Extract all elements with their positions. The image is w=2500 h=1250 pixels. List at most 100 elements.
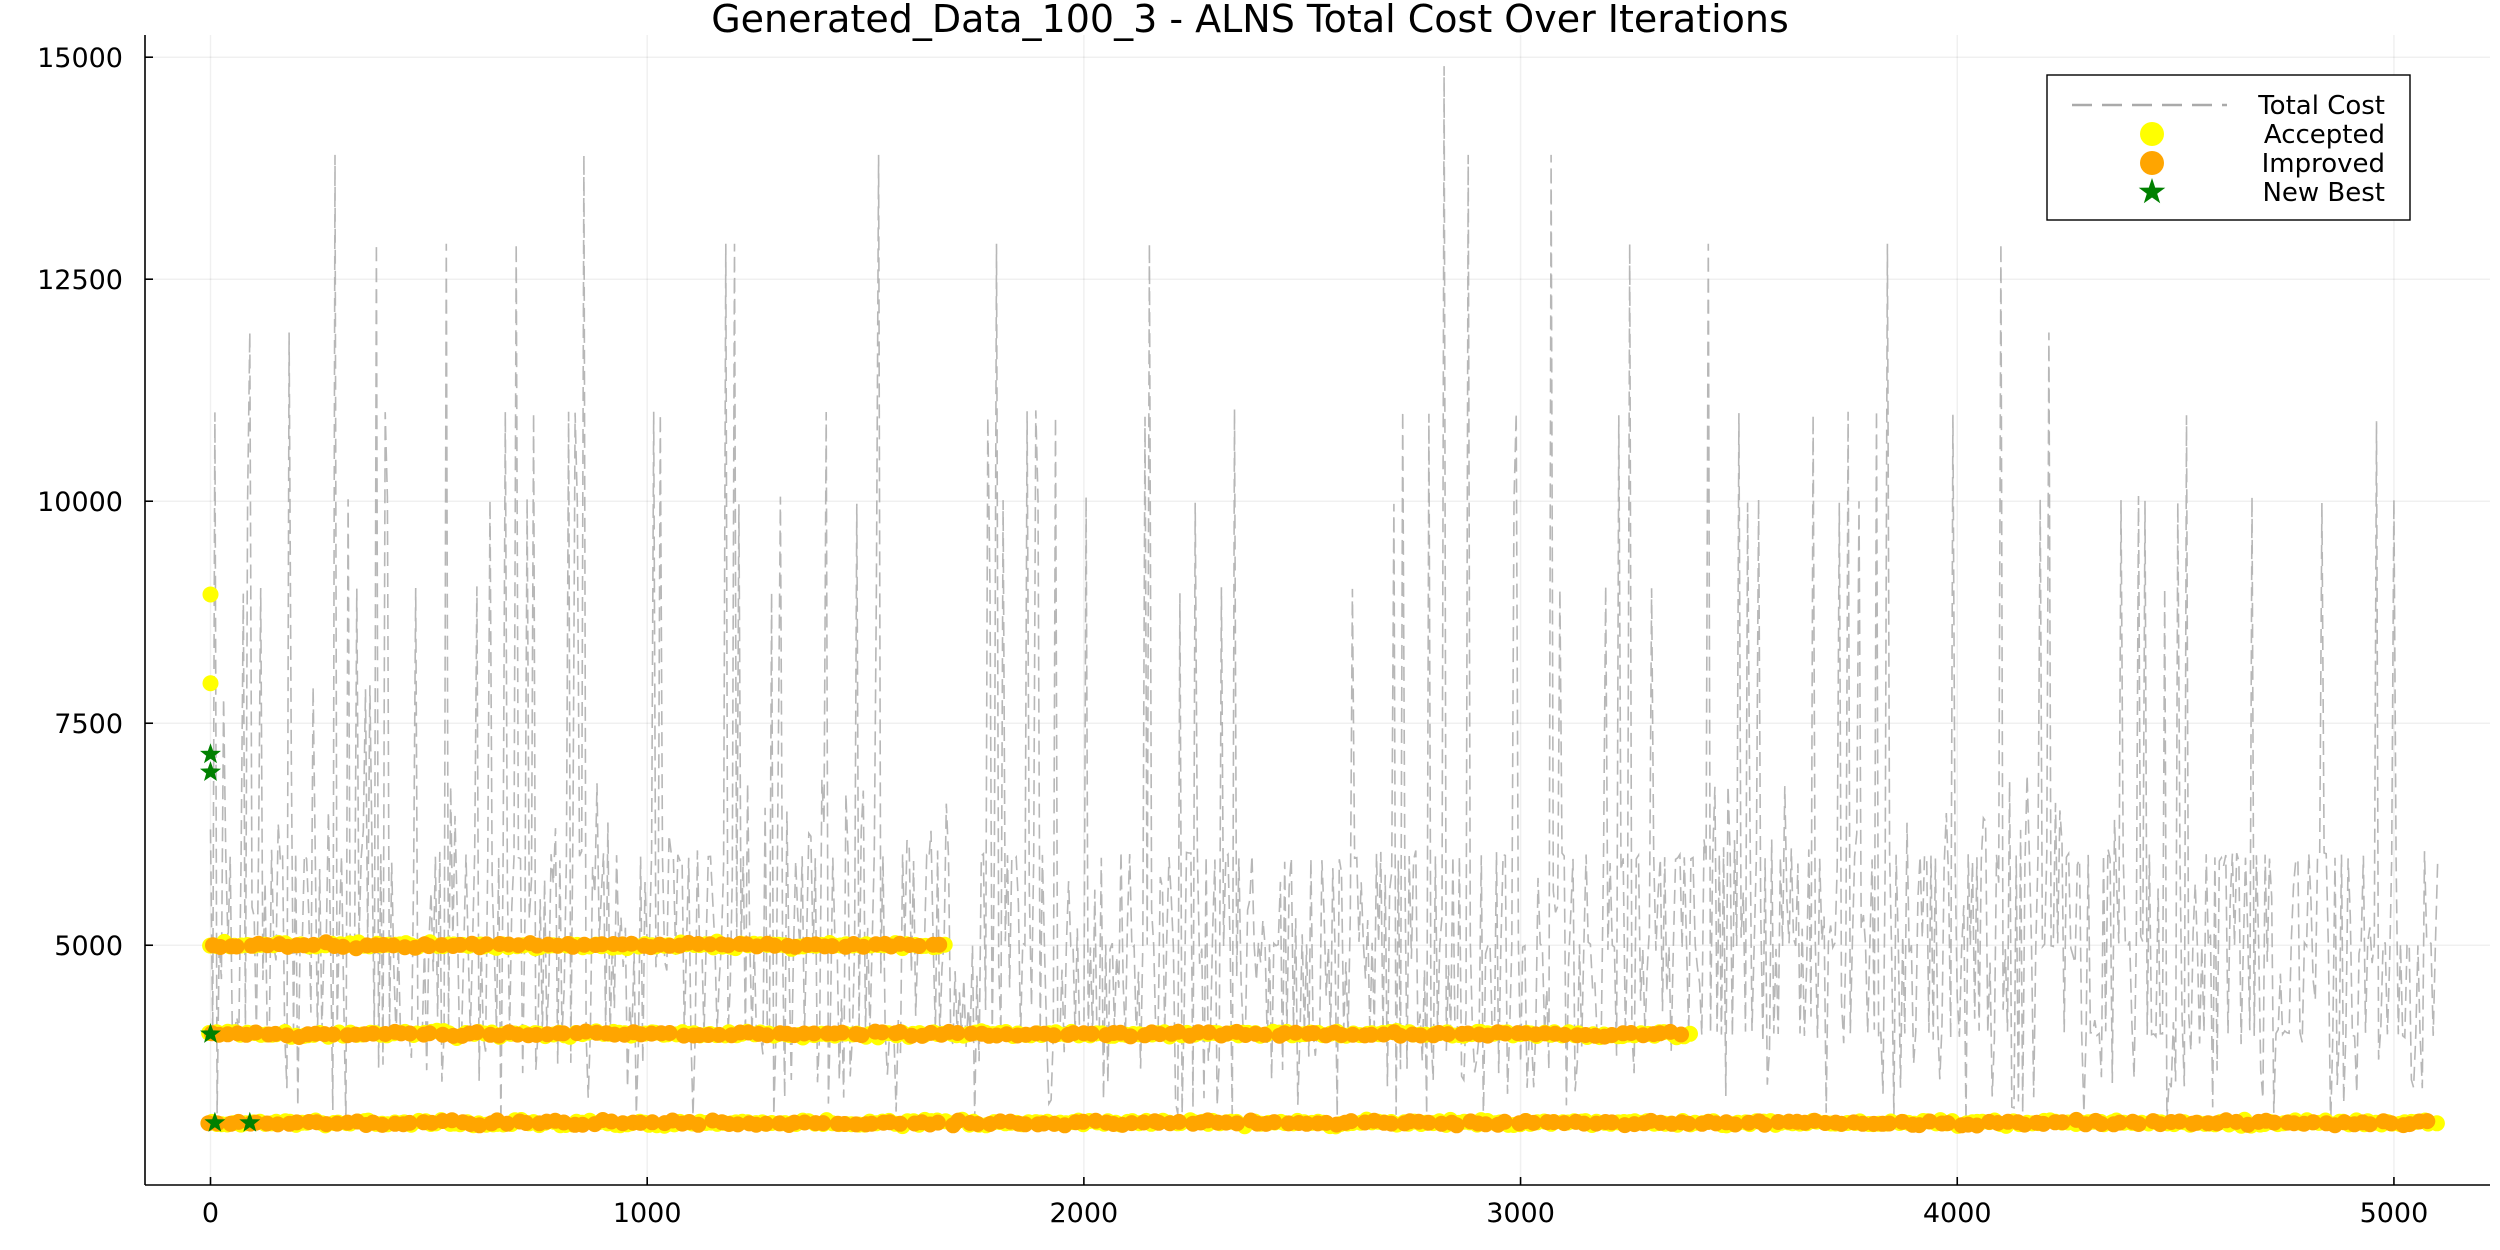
improved-point [632, 1114, 649, 1131]
improved-point [1383, 1115, 1400, 1132]
improved-point [278, 1027, 295, 1044]
improved-point [758, 1027, 775, 1044]
improved-point [228, 938, 245, 955]
new-best-point [239, 1111, 261, 1132]
improved-point [1256, 1026, 1273, 1043]
improved-point [499, 1115, 516, 1132]
legend-label: New Best [2262, 178, 2385, 208]
improved-point [729, 1116, 746, 1133]
improved-point [853, 1027, 870, 1044]
improved-point [806, 1025, 823, 1042]
legend-label: Accepted [2264, 120, 2385, 150]
improved-point [949, 1025, 966, 1041]
x-tick-label: 0 [202, 1198, 219, 1229]
improved-point [1556, 1026, 1573, 1043]
improved-point [1968, 1117, 1985, 1134]
total-cost-line [209, 66, 2439, 1128]
improved-point [1497, 1025, 1514, 1042]
improved-point [1420, 1114, 1437, 1131]
improved-point [1343, 1113, 1360, 1130]
improved-point [1440, 1026, 1456, 1043]
improved-point [757, 1115, 774, 1132]
improved-point [1756, 1116, 1773, 1133]
improved-point [247, 1024, 264, 1041]
x-tick-label: 4000 [1923, 1198, 1992, 1229]
improved-point [574, 1116, 591, 1133]
improved-point [1680, 1115, 1697, 1132]
improved-point [1673, 1026, 1689, 1043]
improved-point [594, 936, 610, 953]
x-tick-label: 5000 [2360, 1198, 2429, 1229]
grid [145, 35, 2490, 1185]
improved-point [1921, 1113, 1938, 1130]
improved-point [1496, 1113, 1513, 1130]
improved-point [2054, 1114, 2071, 1131]
improved-point [766, 937, 783, 954]
improved-point [1123, 1115, 1140, 1132]
x-tick-label: 1000 [613, 1198, 682, 1229]
improved-point [711, 1026, 728, 1043]
improved-point [1556, 1115, 1573, 1132]
improved-point [2266, 1114, 2283, 1131]
improved-point [2383, 1115, 2399, 1132]
improved-point [969, 1116, 986, 1132]
improved-point [644, 1114, 661, 1131]
improved-point [892, 1115, 909, 1132]
improved-point [1833, 1115, 1850, 1132]
improved-point [1171, 1113, 1187, 1130]
improved-point [2130, 1116, 2147, 1132]
improved-point [421, 1025, 438, 1042]
improved-point [510, 937, 527, 954]
improved-point [374, 1116, 391, 1133]
improved-point [2035, 1115, 2052, 1132]
improved-point [1603, 1114, 1620, 1131]
accepted-point [202, 675, 219, 692]
improved-point [1045, 1027, 1062, 1044]
improved-point [661, 1025, 678, 1041]
y-tick-label: 12500 [37, 265, 123, 296]
improved-point [815, 1115, 832, 1132]
legend-label: Improved [2262, 149, 2385, 179]
improved-point [1333, 1027, 1350, 1043]
improved-point [1122, 1028, 1139, 1045]
improved-point [1448, 1117, 1465, 1134]
accepted-point [202, 586, 219, 603]
y-tick-label: 15000 [37, 43, 123, 74]
x-tick-label: 2000 [1050, 1198, 1119, 1229]
improved-point [335, 938, 351, 955]
improved-point [623, 935, 640, 952]
improved-point [1151, 1026, 1168, 1043]
improved-point [230, 1113, 247, 1130]
y-tick-label: 10000 [37, 487, 123, 518]
improved-point [259, 937, 276, 954]
legend-new-best-swatch [2138, 178, 2166, 204]
improved-point [1200, 1024, 1217, 1041]
improved-point [555, 1025, 572, 1042]
improved-point [855, 938, 872, 955]
improved-point [471, 1117, 488, 1134]
improved-point [2016, 1116, 2033, 1133]
improved-point [1083, 1025, 1100, 1042]
axes: 0 1000 2000 3000 4000 5000 5000 7500 10000 12500 1… [37, 35, 2490, 1229]
improved-point [1392, 1027, 1409, 1044]
chart-title: Generated_Data_100_3 - ALNS Total Cost O… [711, 0, 1789, 41]
improved-point [1150, 1114, 1167, 1131]
improved-point [1477, 1116, 1494, 1133]
improved-point [929, 1114, 946, 1131]
improved-point [1266, 1114, 1283, 1131]
legend-label: Total Cost [2257, 91, 2385, 121]
improved-point [451, 936, 468, 953]
improved-point [1363, 1026, 1380, 1043]
improved-point [910, 938, 927, 954]
scatter-layer [200, 586, 2445, 1135]
improved-point [1939, 1115, 1956, 1132]
improved-point [702, 936, 718, 953]
improved-point [2171, 1113, 2188, 1130]
improved-point [833, 1024, 850, 1041]
improved-point [1623, 1025, 1640, 1041]
improved-point [2093, 1116, 2110, 1132]
improved-point [1287, 1024, 1304, 1041]
total-cost-series-line [209, 66, 2439, 1128]
improved-point [1075, 1113, 1092, 1130]
